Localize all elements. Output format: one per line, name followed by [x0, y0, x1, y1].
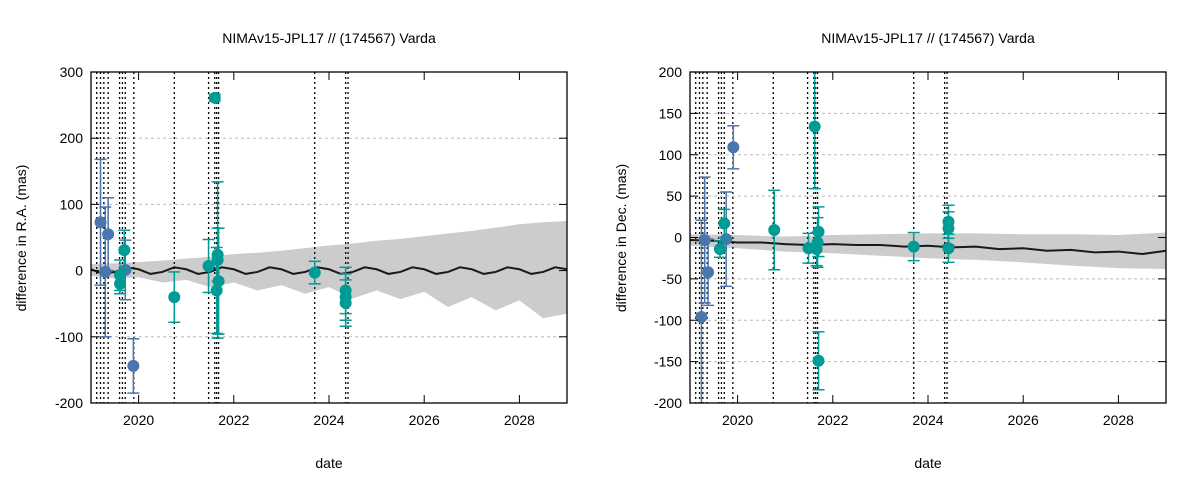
x-axis-label: date: [914, 455, 941, 471]
data-point: [810, 231, 823, 267]
marker: [727, 141, 740, 154]
uncertainty-band: [690, 232, 1166, 269]
marker: [718, 217, 731, 230]
data-point: [94, 158, 107, 286]
marker: [698, 233, 711, 246]
data-point: [942, 233, 955, 264]
data-point: [811, 216, 824, 269]
y-tick-label: 100: [659, 147, 683, 163]
data-point: [727, 125, 740, 170]
y-tick-label: 0: [674, 230, 682, 246]
y-tick-label: 200: [659, 64, 683, 80]
data-point: [713, 240, 726, 259]
y-tick-label: -200: [654, 395, 682, 411]
data-point: [114, 273, 127, 295]
marker: [210, 284, 223, 297]
chart-title: NIMAv15-JPL17 // (174567) Varda: [222, 30, 436, 46]
marker: [114, 277, 127, 290]
data-point: [812, 331, 825, 391]
y-axis-label: difference in R.A. (mas): [13, 165, 29, 312]
x-tick-label: 2022: [218, 412, 249, 428]
marker: [942, 222, 955, 235]
data-point: [768, 189, 781, 271]
data-point: [102, 197, 115, 272]
x-tick-label: 2020: [722, 412, 753, 428]
marker: [202, 259, 215, 272]
y-tick-label: 100: [60, 196, 84, 212]
marker: [942, 242, 955, 255]
data-point: [168, 271, 181, 323]
data-point: [208, 91, 221, 104]
data-point: [127, 338, 140, 394]
marker: [812, 225, 825, 238]
y-tick-label: -200: [55, 395, 83, 411]
model-line: [689, 238, 1167, 256]
data-point: [812, 206, 825, 258]
y-tick-label: -150: [654, 354, 682, 370]
x-tick-label: 2026: [409, 412, 440, 428]
x-tick-label: 2020: [123, 412, 154, 428]
marker: [713, 243, 726, 256]
marker: [208, 91, 221, 104]
data-point: [695, 219, 708, 403]
y-tick-label: 200: [60, 130, 84, 146]
marker: [812, 354, 825, 367]
model-line: [90, 266, 568, 275]
data-point: [718, 208, 731, 239]
marker: [127, 359, 140, 372]
x-axis-label: date: [315, 455, 342, 471]
y-axis-label: difference in Dec. (mas): [613, 164, 629, 312]
data-point: [702, 238, 715, 307]
marker: [102, 228, 115, 241]
marker: [768, 224, 781, 237]
y-tick-label: 150: [659, 105, 683, 121]
data-point: [808, 72, 821, 190]
dec-residual-chart: NIMAv15-JPL17 // (174567) Varda date dif…: [613, 30, 1167, 471]
marker: [695, 310, 708, 323]
marker: [808, 120, 821, 133]
marker: [720, 233, 733, 246]
y-tick-label: -50: [662, 271, 682, 287]
data-point: [118, 229, 131, 271]
data-point: [720, 191, 733, 288]
x-tick-label: 2028: [504, 412, 535, 428]
data-point: [339, 279, 352, 327]
ra-residual-chart: NIMAv15-JPL17 // (174567) Varda date dif…: [13, 30, 568, 471]
marker: [211, 254, 224, 267]
y-tick-label: 0: [75, 263, 83, 279]
marker: [99, 265, 112, 278]
marker: [339, 297, 352, 310]
y-tick-label: -100: [654, 312, 682, 328]
x-tick-label: 2024: [313, 412, 344, 428]
x-tick-label: 2022: [817, 412, 848, 428]
marker: [907, 240, 920, 253]
chart-title: NIMAv15-JPL17 // (174567) Varda: [821, 30, 1035, 46]
marker: [212, 275, 225, 288]
marker: [94, 216, 107, 229]
marker: [810, 243, 823, 256]
marker: [168, 291, 181, 304]
data-point: [211, 181, 224, 339]
y-tick-label: -100: [55, 329, 83, 345]
x-tick-label: 2024: [912, 412, 943, 428]
data-point: [907, 231, 920, 262]
data-point: [210, 246, 223, 335]
x-tick-label: 2028: [1103, 412, 1134, 428]
y-tick-label: 50: [666, 188, 682, 204]
y-tick-label: 300: [60, 64, 84, 80]
marker: [702, 266, 715, 279]
data-point: [308, 260, 321, 285]
marker: [308, 266, 321, 279]
marker: [118, 244, 131, 257]
x-tick-label: 2026: [1008, 412, 1039, 428]
